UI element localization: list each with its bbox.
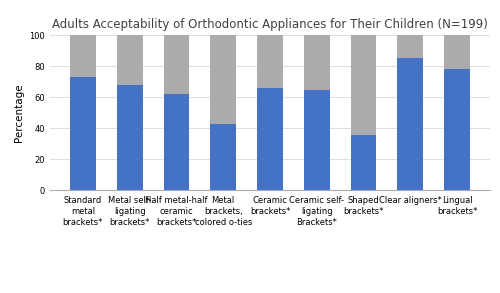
Bar	[350, 134, 376, 190]
Bar	[304, 90, 330, 190]
Bar	[444, 69, 470, 190]
Bar	[398, 59, 423, 190]
Bar	[210, 35, 236, 124]
Bar	[117, 35, 142, 85]
Bar	[70, 77, 96, 190]
Bar	[257, 88, 283, 190]
Bar	[257, 35, 283, 88]
Title: Adults Acceptability of Orthodontic Appliances for Their Children (N=199): Adults Acceptability of Orthodontic Appl…	[52, 18, 488, 31]
Bar	[398, 35, 423, 59]
Bar	[164, 94, 190, 190]
Bar	[70, 35, 96, 77]
Bar	[444, 35, 470, 69]
Y-axis label: Percentage: Percentage	[14, 84, 24, 142]
Bar	[210, 124, 236, 190]
Bar	[117, 85, 142, 190]
Bar	[164, 35, 190, 94]
Bar	[350, 35, 376, 134]
Bar	[304, 35, 330, 90]
